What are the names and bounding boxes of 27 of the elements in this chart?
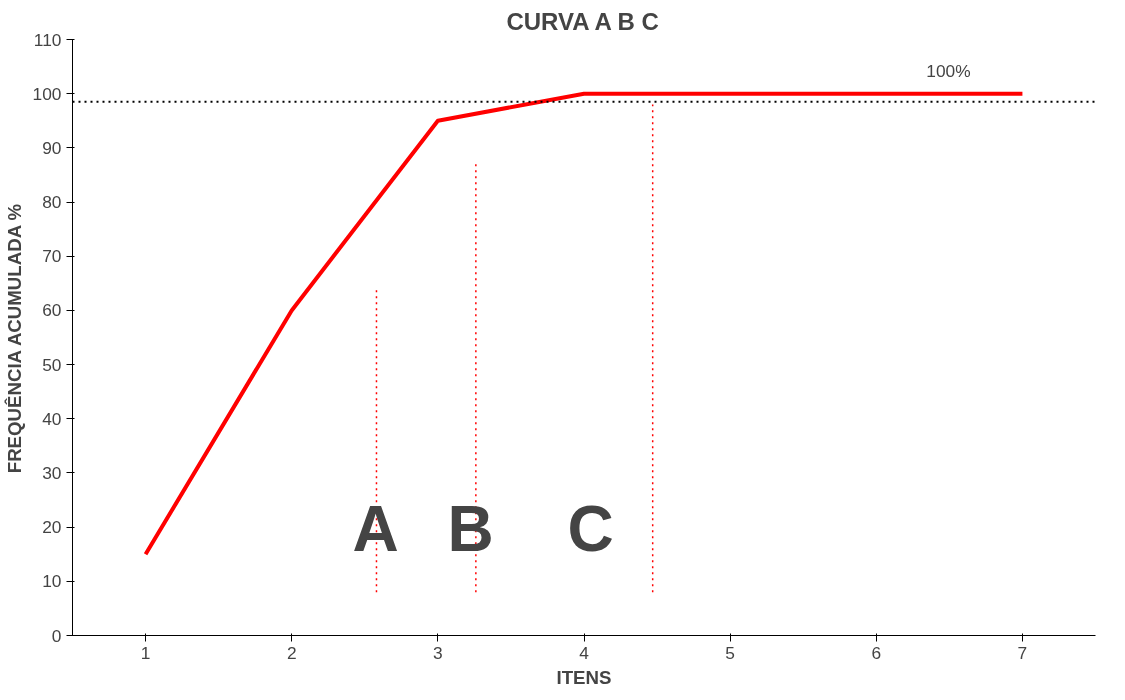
y-tick-label: 50 [42,354,62,375]
x-tick-label: 7 [1017,642,1028,663]
y-tick-label: 60 [42,300,62,321]
x-axis-title: ITENS [556,666,612,688]
annotation: 100% [926,60,971,81]
y-tick-label: 100 [32,83,62,104]
x-tick-label: 5 [725,642,735,663]
y-tick-label: 0 [51,625,62,646]
y-tick-label: 80 [42,192,62,213]
line-series [143,91,1025,557]
y-tick-label: 10 [42,571,62,592]
x-tick-label: 6 [871,642,882,663]
annotation: A [352,492,399,565]
x-tick-label: 4 [579,642,590,663]
y-tick-label: 20 [42,517,62,538]
y-tick-label: 40 [42,408,62,429]
annotation: B [447,492,494,565]
y-tick-label: 70 [42,246,62,267]
x-tick-label: 2 [286,642,297,663]
y-axis-title: FREQUÊNCIA ACUMULADA % [3,203,25,474]
y-tick-label: 90 [42,137,62,158]
y-tick-label: 110 [33,29,62,50]
chart-title: CURVA A B C [506,7,659,35]
y-tick-label: 30 [42,462,62,483]
x-tick-label: 1 [140,642,151,663]
annotation: C [567,492,614,565]
x-tick-label: 3 [433,642,443,663]
